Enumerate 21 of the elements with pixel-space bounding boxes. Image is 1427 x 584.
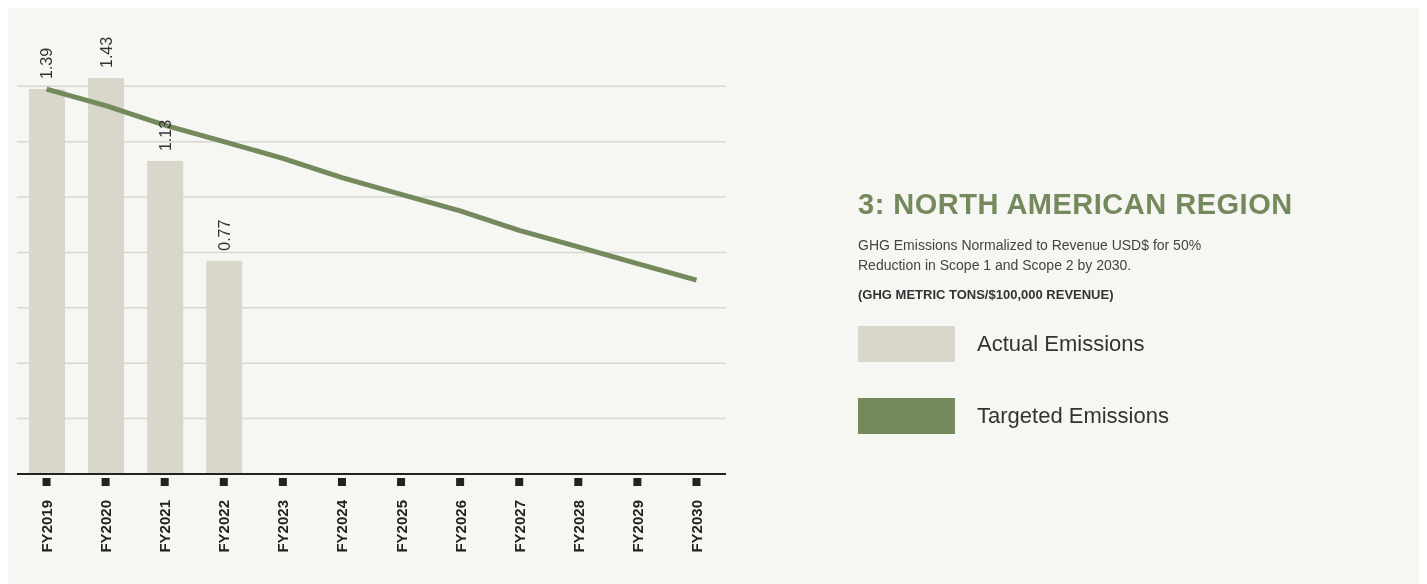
text: 3: NORTH AMERICAN REGION	[858, 188, 1294, 221]
x-tick-label: FY2021	[156, 500, 174, 553]
data-label: 1.43	[97, 36, 115, 68]
x-tick-label: FY2020	[97, 500, 115, 553]
x-tick-label: FY2027	[510, 500, 528, 553]
x-tick-label: FY2023	[274, 500, 292, 553]
x-tick-label: FY2029	[628, 500, 646, 553]
x-tick-label: FY2026	[451, 500, 469, 553]
x-tick-label: FY2024	[333, 499, 351, 553]
text: (GHG METRIC TONS/$100,000 REVENUE)	[858, 287, 1115, 302]
legend-label: Actual Emissions	[977, 331, 1145, 357]
legend-label: Targeted Emissions	[977, 403, 1169, 429]
x-tick-label: FY2028	[569, 500, 587, 553]
x-tick-label: FY2022	[215, 500, 233, 553]
x-tick-label: FY2030	[687, 500, 705, 553]
text: GHG Emissions Normalized to Revenue USD$ for 50% Reduction in Scope 1 and Scope 2 by 2030.	[858, 236, 1203, 275]
data-label: 1.39	[38, 47, 56, 80]
data-label: 0.77	[215, 219, 233, 251]
x-tick-label: FY2025	[392, 500, 410, 553]
data-label: 1.13	[156, 119, 174, 152]
x-tick-label: FY2019	[38, 500, 56, 553]
